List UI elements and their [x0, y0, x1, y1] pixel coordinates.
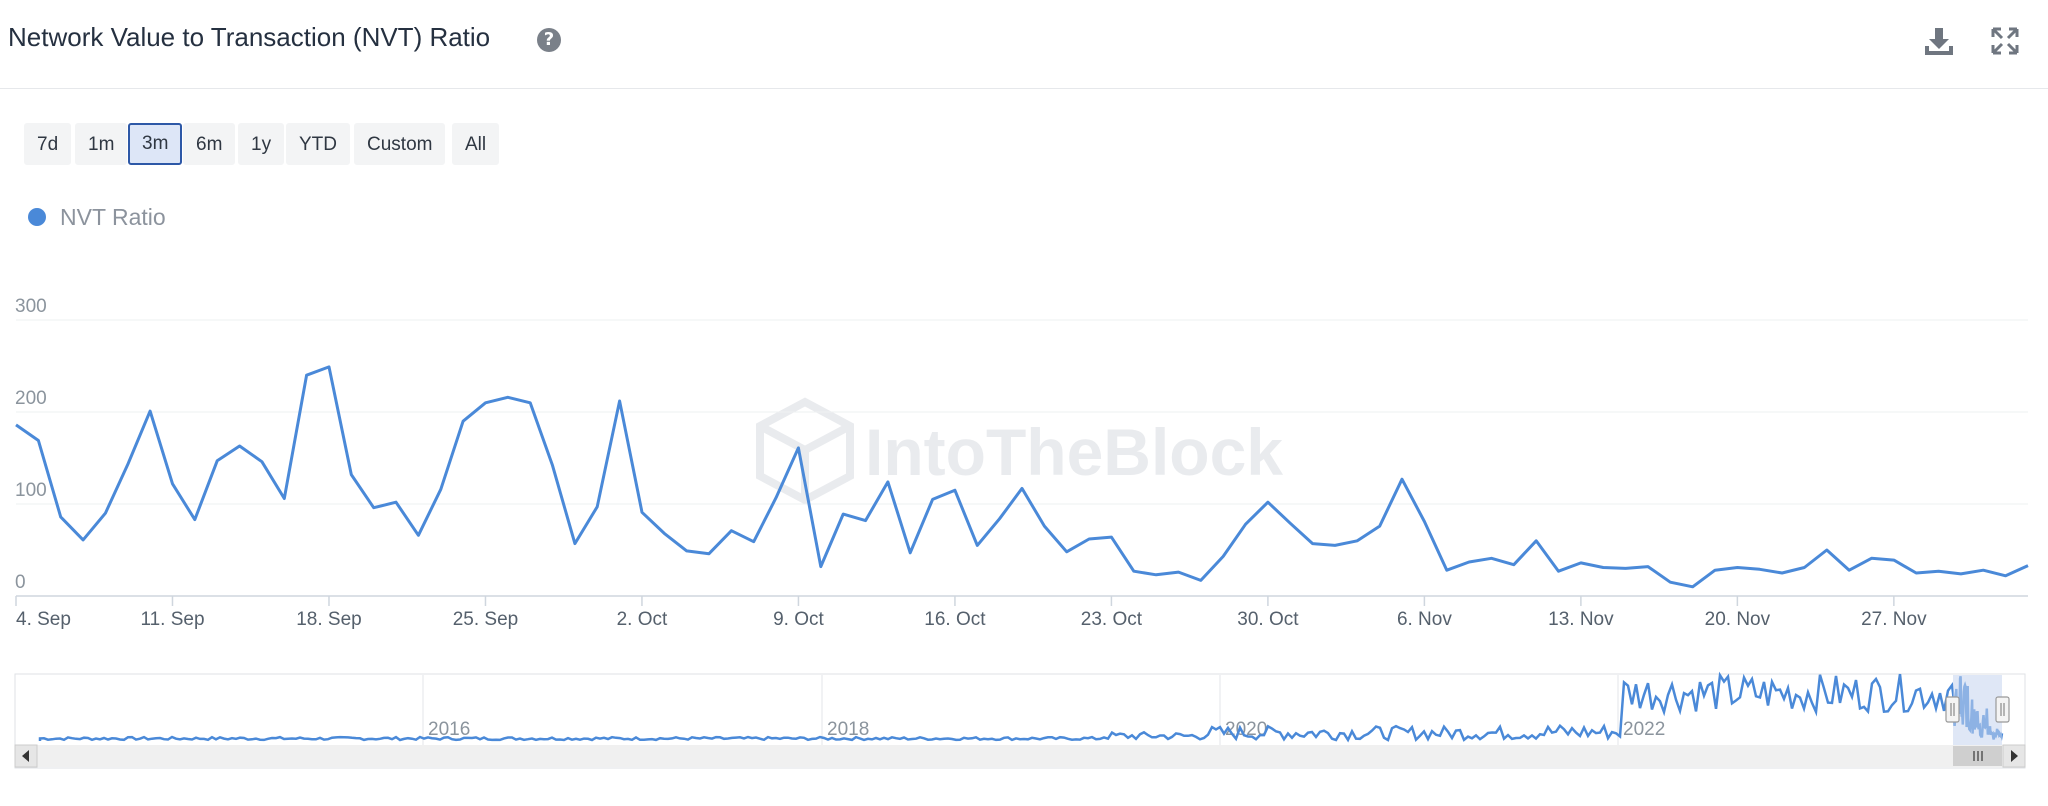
x-tick-label: 13. Nov	[1548, 609, 1614, 630]
x-tick-label: 23. Oct	[1081, 609, 1143, 630]
navigator-year-label: 2020	[1225, 719, 1267, 740]
help-icon[interactable]: ?	[537, 28, 561, 52]
range-7d-button[interactable]: 7d	[24, 123, 72, 165]
range-all-button[interactable]: All	[452, 123, 500, 165]
navigator-year-label: 2018	[827, 719, 869, 740]
x-tick-label: 18. Sep	[296, 609, 362, 630]
range-3m-button[interactable]: 3m	[128, 123, 183, 165]
x-tick-label: 4. Sep	[16, 609, 71, 630]
scroll-left-button[interactable]	[14, 744, 38, 768]
chart-header: Network Value to Transaction (NVT) Ratio…	[0, 0, 2048, 89]
x-tick-label: 6. Nov	[1397, 609, 1452, 630]
legend-marker	[28, 207, 46, 226]
scroll-right-button[interactable]	[2002, 744, 2026, 768]
x-tick-label: 25. Sep	[453, 609, 519, 630]
series-line-nvt-ratio[interactable]	[15, 365, 2029, 589]
navigator-year-label: 2016	[428, 719, 470, 740]
x-tick-label: 9. Oct	[773, 609, 824, 630]
navigator[interactable]: 2016 2018 2020 2022	[14, 671, 2026, 769]
y-tick-label: 200	[15, 388, 47, 409]
watermark-text: IntoTheBlock	[865, 415, 1283, 489]
chart-title: Network Value to Transaction (NVT) Ratio	[8, 22, 491, 52]
range-ytd-button[interactable]: YTD	[286, 123, 350, 165]
x-tick-label: 20. Nov	[1705, 609, 1771, 630]
x-tick-label: 16. Oct	[924, 609, 986, 630]
range-custom-button[interactable]: Custom	[354, 123, 446, 165]
y-tick-label: 0	[15, 572, 26, 593]
y-tick-label: 100	[15, 480, 47, 501]
x-tick-label: 27. Nov	[1861, 609, 1927, 630]
legend-item-nvt-ratio[interactable]: NVT Ratio	[28, 204, 166, 231]
range-1m-button[interactable]: 1m	[75, 123, 128, 165]
navigator-year-label: 2022	[1623, 719, 1665, 740]
navigator-right-handle[interactable]	[1995, 696, 2010, 723]
download-icon[interactable]	[1922, 24, 1956, 58]
navigator-left-handle[interactable]	[1945, 696, 1960, 723]
y-tick-label: 300	[15, 296, 47, 317]
arrow-left-icon	[22, 750, 29, 762]
navigator-series-line	[38, 671, 2004, 743]
range-1y-button[interactable]: 1y	[238, 123, 285, 165]
navigator-selection[interactable]	[1953, 675, 2002, 749]
x-tick-label: 11. Sep	[140, 609, 204, 630]
range-6m-button[interactable]: 6m	[183, 123, 236, 165]
arrow-right-icon	[2011, 750, 2018, 762]
fullscreen-icon[interactable]	[1988, 24, 2022, 58]
legend-label: NVT Ratio	[60, 204, 166, 230]
x-tick-label: 30. Oct	[1237, 609, 1299, 630]
scrollbar-grip-icon	[1973, 751, 1983, 761]
x-tick-label: 2. Oct	[617, 609, 668, 630]
scrollbar-track[interactable]	[15, 745, 2025, 767]
